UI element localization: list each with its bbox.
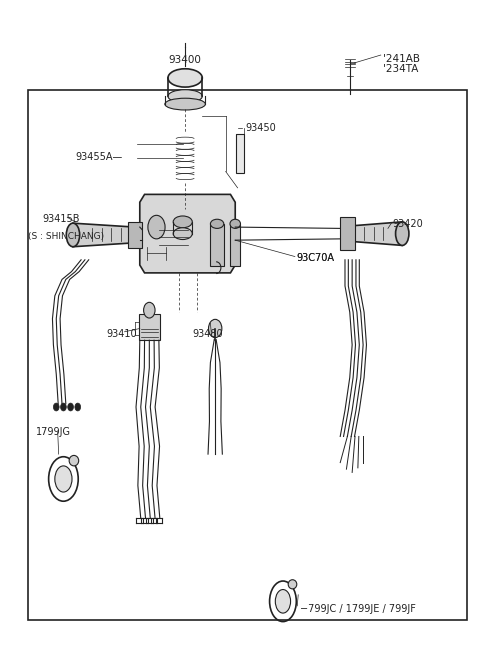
Bar <box>230 224 240 266</box>
Ellipse shape <box>210 219 224 229</box>
Circle shape <box>148 215 165 239</box>
Text: (S : SHINCHANG): (S : SHINCHANG) <box>28 233 104 241</box>
Ellipse shape <box>173 216 192 228</box>
Text: −799JC / 1799JE / 799JF: −799JC / 1799JE / 799JF <box>300 604 416 614</box>
Text: 93420: 93420 <box>393 219 423 229</box>
Circle shape <box>60 403 66 411</box>
Text: '234TA: '234TA <box>383 64 419 74</box>
Bar <box>128 222 142 248</box>
Text: 93455A—: 93455A— <box>75 152 122 162</box>
Text: 1799JG: 1799JG <box>36 427 71 437</box>
Ellipse shape <box>168 90 202 102</box>
Ellipse shape <box>396 222 409 246</box>
Bar <box>28 90 467 620</box>
Polygon shape <box>140 194 235 273</box>
Ellipse shape <box>55 466 72 492</box>
Ellipse shape <box>276 589 290 613</box>
Circle shape <box>75 403 81 411</box>
Ellipse shape <box>66 223 80 247</box>
Bar <box>139 314 160 340</box>
Ellipse shape <box>69 455 79 466</box>
Circle shape <box>208 319 222 338</box>
Bar <box>210 224 224 266</box>
Ellipse shape <box>168 69 202 87</box>
Ellipse shape <box>230 219 240 229</box>
Text: 93450: 93450 <box>246 124 276 133</box>
Ellipse shape <box>173 228 192 240</box>
Polygon shape <box>352 222 402 246</box>
Text: 93C70A: 93C70A <box>296 254 334 263</box>
Ellipse shape <box>288 579 297 589</box>
Bar <box>236 133 244 173</box>
Bar <box>340 217 356 250</box>
Circle shape <box>53 403 59 411</box>
Circle shape <box>144 302 155 318</box>
Text: 93410: 93410 <box>107 328 137 339</box>
Polygon shape <box>73 223 135 247</box>
Text: 93400: 93400 <box>168 55 202 65</box>
Circle shape <box>68 403 73 411</box>
Ellipse shape <box>165 98 205 110</box>
Text: 93C70A: 93C70A <box>296 254 334 263</box>
Text: 93415B: 93415B <box>42 214 80 223</box>
Text: 93480: 93480 <box>192 328 223 339</box>
Text: '241AB: '241AB <box>383 54 420 64</box>
